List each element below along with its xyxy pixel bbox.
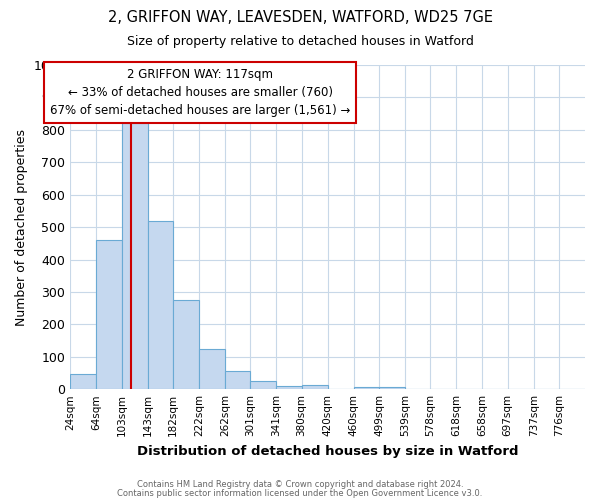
Text: Size of property relative to detached houses in Watford: Size of property relative to detached ho…	[127, 35, 473, 48]
Bar	[173, 300, 199, 389]
X-axis label: Distribution of detached houses by size in Watford: Distribution of detached houses by size …	[137, 444, 518, 458]
Text: 2, GRIFFON WAY, LEAVESDEN, WATFORD, WD25 7GE: 2, GRIFFON WAY, LEAVESDEN, WATFORD, WD25…	[107, 10, 493, 25]
Bar	[148, 220, 173, 389]
Bar	[353, 386, 379, 389]
Bar	[122, 124, 148, 389]
Bar	[96, 240, 122, 389]
Bar	[379, 386, 405, 389]
Bar	[277, 386, 302, 389]
Text: 2 GRIFFON WAY: 117sqm
← 33% of detached houses are smaller (760)
67% of semi-det: 2 GRIFFON WAY: 117sqm ← 33% of detached …	[50, 68, 350, 117]
Y-axis label: Number of detached properties: Number of detached properties	[15, 128, 28, 326]
Bar	[70, 374, 96, 389]
Bar	[225, 372, 250, 389]
Bar	[199, 348, 225, 389]
Bar	[250, 381, 277, 389]
Bar	[302, 386, 328, 389]
Text: Contains public sector information licensed under the Open Government Licence v3: Contains public sector information licen…	[118, 488, 482, 498]
Text: Contains HM Land Registry data © Crown copyright and database right 2024.: Contains HM Land Registry data © Crown c…	[137, 480, 463, 489]
